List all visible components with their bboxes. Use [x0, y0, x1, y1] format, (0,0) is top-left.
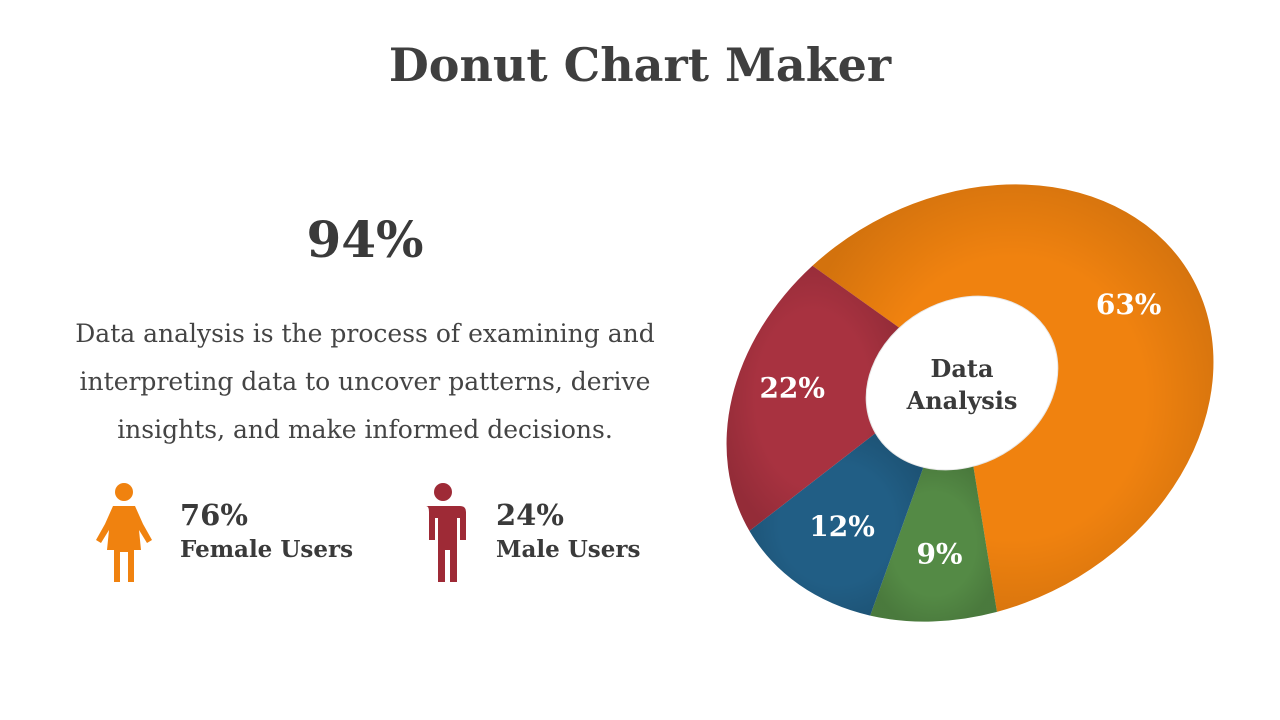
female-user-icon [96, 483, 152, 582]
donut-slice-shading-2 [870, 466, 997, 622]
center-label-line-2: Analysis [906, 386, 1018, 415]
donut-chart: 63% 9% 12% 22% Data Analysis [726, 184, 1214, 622]
donut-hole [865, 295, 1059, 471]
female-users-value: 76% [180, 498, 248, 532]
slice-label-3: 12% [809, 510, 875, 543]
description-text: Data analysis is the process of examinin… [75, 319, 655, 444]
donut-slices [726, 184, 1214, 622]
donut-slice-shading-3 [749, 433, 924, 616]
female-users-label: Female Users [180, 536, 354, 563]
slice-label-4: 22% [759, 372, 825, 405]
center-label-line-1: Data [931, 354, 994, 383]
donut-slice-shading-1 [812, 184, 1214, 612]
slice-label-1: 63% [1096, 288, 1162, 321]
male-user-icon [426, 483, 466, 582]
headline-stat: 94% [306, 210, 424, 269]
donut-slice-labels: 63% 9% 12% 22% [759, 288, 1161, 571]
page-title: Donut Chart Maker [388, 38, 892, 92]
male-users-label: Male Users [496, 536, 641, 563]
donut-slice-shading-4 [726, 265, 900, 531]
male-users-value: 24% [496, 498, 564, 532]
slice-label-2: 9% [916, 538, 962, 571]
